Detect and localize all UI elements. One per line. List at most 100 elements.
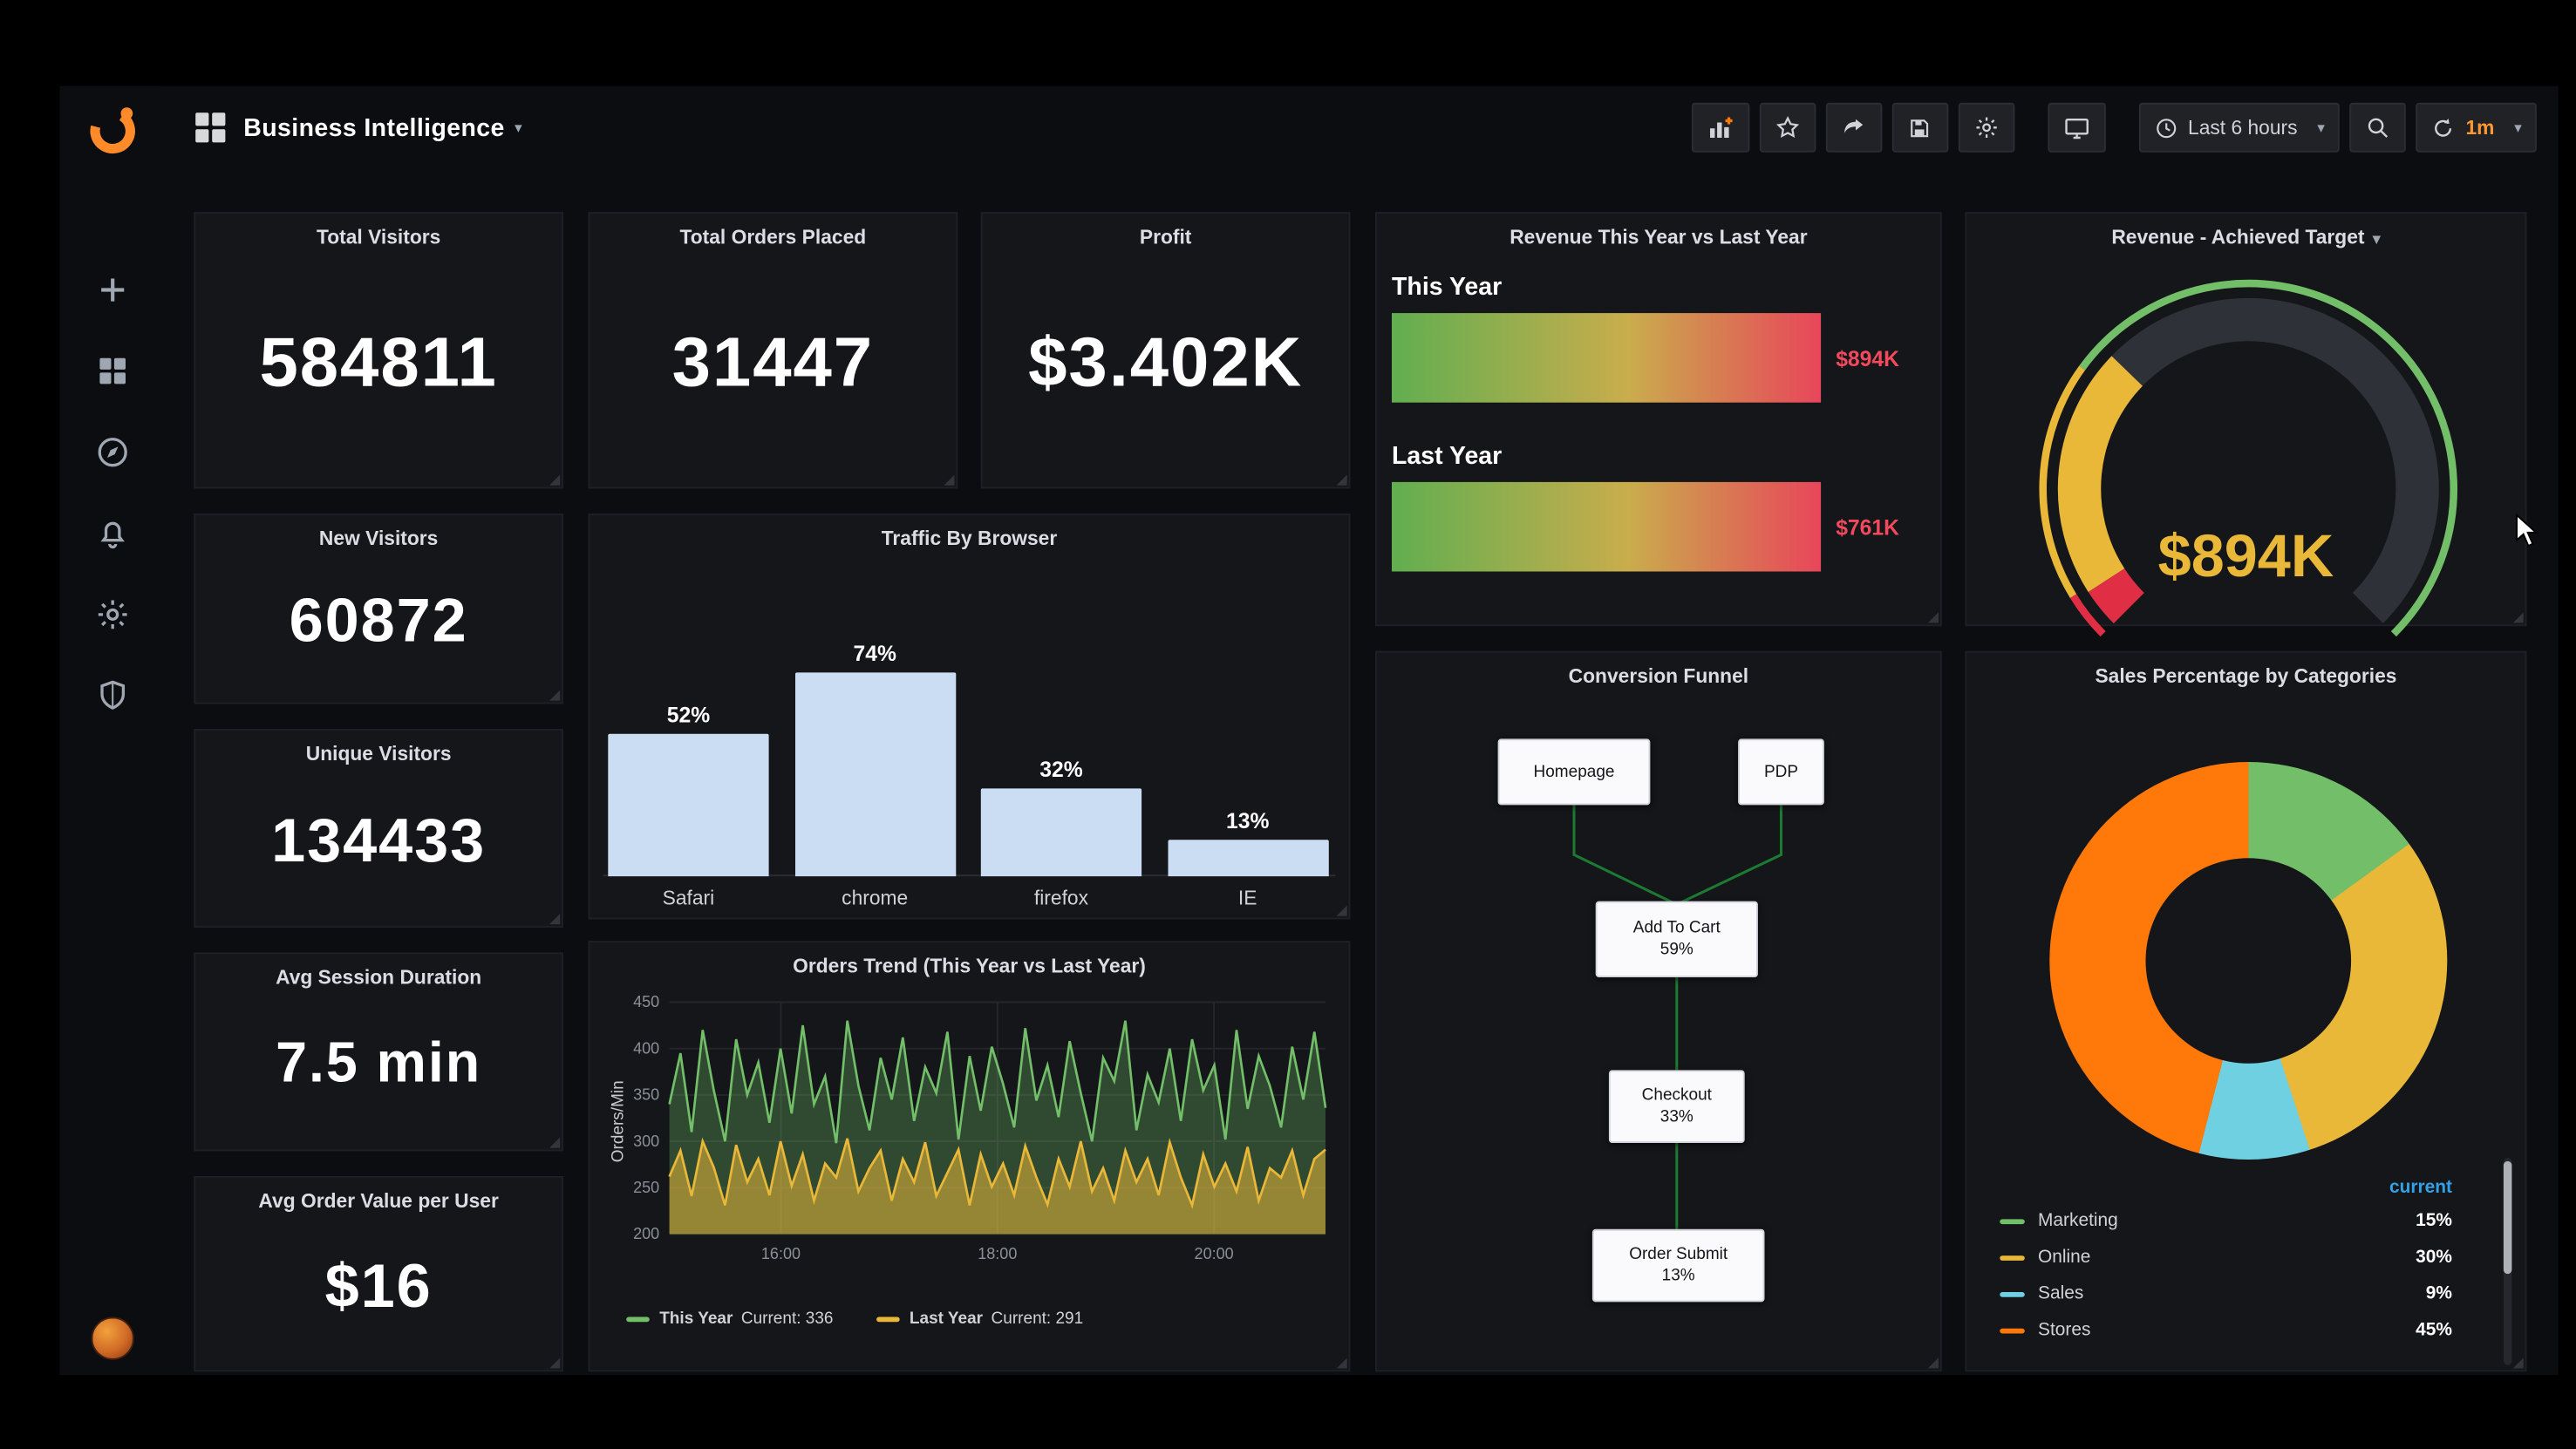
- stat-value: $16: [324, 1251, 433, 1320]
- configuration-gear-icon[interactable]: [92, 593, 134, 636]
- save-dashboard-button[interactable]: [1891, 102, 1948, 153]
- last-year-value: $761K: [1836, 514, 1899, 541]
- x-axis-line: [603, 874, 1336, 877]
- this-year-label: This Year: [1392, 273, 1503, 302]
- svg-text:450: 450: [633, 993, 659, 1010]
- panel-title[interactable]: Revenue - Achieved Target ▾: [2111, 225, 2381, 248]
- refresh-icon: [2435, 118, 2452, 136]
- panel-title[interactable]: Avg Session Duration: [276, 965, 482, 990]
- time-range-picker[interactable]: Last 6 hours ▾: [2138, 102, 2341, 153]
- user-avatar[interactable]: [91, 1316, 134, 1360]
- legend-item-this-year[interactable]: This Year Current: 336: [626, 1310, 833, 1329]
- legend-sort-header[interactable]: current: [2389, 1177, 2452, 1198]
- legend-swatch: [626, 1316, 650, 1323]
- server-admin-shield-icon[interactable]: [92, 674, 134, 717]
- legend-row-marketing[interactable]: Marketing 15%: [2000, 1202, 2452, 1239]
- panel-total-visitors: Total Visitors 584811: [194, 212, 564, 489]
- panel-title[interactable]: Sales Percentage by Categories: [2095, 663, 2397, 688]
- panel-menu-caret-icon[interactable]: ▾: [2372, 230, 2381, 248]
- grafana-logo[interactable]: [85, 96, 141, 159]
- bar-value-label: 13%: [1225, 808, 1270, 833]
- zoom-out-time-button[interactable]: [2349, 102, 2407, 153]
- funnel-node-homepage: Homepage: [1497, 738, 1651, 806]
- add-panel-button[interactable]: [1691, 102, 1749, 153]
- bar-ie: [1167, 840, 1328, 877]
- svg-text:16:00: 16:00: [761, 1245, 801, 1262]
- legend-row-stores[interactable]: Stores 45%: [2000, 1312, 2452, 1349]
- panel-title[interactable]: Traffic By Browser: [881, 527, 1058, 550]
- legend-row-online[interactable]: Online 30%: [2000, 1239, 2452, 1276]
- alerting-bell-icon[interactable]: [92, 512, 134, 554]
- legend-value: 9%: [2425, 1283, 2452, 1304]
- add-panel-chart-icon: [1709, 116, 1732, 138]
- legend-name[interactable]: Sales: [2038, 1283, 2084, 1304]
- create-plus-icon[interactable]: [92, 269, 134, 311]
- save-icon: [1911, 119, 1929, 137]
- chevron-down-icon: ▾: [2514, 118, 2522, 135]
- legend-name[interactable]: Marketing: [2038, 1210, 2118, 1231]
- dashboard-settings-button[interactable]: [1957, 102, 2014, 153]
- funnel-node-checkout: Checkout 33%: [1608, 1070, 1745, 1143]
- legend-value: 15%: [2416, 1210, 2452, 1231]
- bar-firefox: [980, 788, 1142, 877]
- panel-title[interactable]: Conversion Funnel: [1568, 663, 1749, 688]
- share-dashboard-button[interactable]: [1824, 102, 1882, 153]
- legend-item-last-year[interactable]: Last Year Current: 291: [876, 1310, 1083, 1329]
- monitor-icon: [2064, 117, 2089, 139]
- svg-text:250: 250: [633, 1179, 659, 1196]
- legend-rows: Marketing 15% Online 30% Sales 9% Stores 45%: [2000, 1202, 2452, 1348]
- funnel-connector-lines: [1572, 805, 1783, 1229]
- bar-category-label: Safari: [662, 886, 715, 910]
- panel-orders-trend: Orders Trend (This Year vs Last Year) 20…: [588, 941, 1351, 1372]
- stat-value: 584811: [259, 323, 498, 401]
- legend-scrollbar: [2503, 1158, 2512, 1365]
- panel-title[interactable]: Total Visitors: [316, 225, 441, 248]
- grafana-app: Business Intelligence ▾: [59, 85, 2559, 1375]
- legend-row-sales[interactable]: Sales 9%: [2000, 1276, 2452, 1312]
- stat-value: 7.5 min: [276, 1031, 482, 1095]
- svg-text:18:00: 18:00: [978, 1245, 1017, 1262]
- legend-name[interactable]: Stores: [2038, 1320, 2091, 1341]
- panel-total-orders: Total Orders Placed 31447: [588, 212, 958, 489]
- panel-title[interactable]: New Visitors: [318, 527, 439, 550]
- panel-title[interactable]: Total Orders Placed: [679, 225, 867, 248]
- refresh-button[interactable]: 1m ▾: [2416, 102, 2537, 153]
- panel-title[interactable]: Orders Trend (This Year vs Last Year): [793, 954, 1146, 977]
- sales-donut-chart: [2049, 762, 2448, 1160]
- star-dashboard-button[interactable]: [1758, 102, 1816, 153]
- bar-value-label: 32%: [1039, 757, 1083, 782]
- legend-swatch: [876, 1316, 900, 1323]
- panel-new-visitors: New Visitors 60872: [194, 514, 564, 704]
- bar-category-label: IE: [1237, 886, 1257, 910]
- dashboard-title-group[interactable]: Business Intelligence ▾: [195, 112, 522, 143]
- dashboard-squares-icon: [195, 112, 226, 143]
- last-year-label: Last Year: [1392, 442, 1503, 471]
- cycle-view-mode-button[interactable]: [2047, 102, 2106, 153]
- legend-swatch: [2000, 1291, 2025, 1296]
- trend-legend: This Year Current: 336 Last Year Current: …: [626, 1310, 1083, 1329]
- svg-text:400: 400: [633, 1039, 659, 1057]
- gear-icon: [1975, 117, 1996, 138]
- panel-title[interactable]: Unique Visitors: [305, 742, 452, 765]
- dashboards-icon[interactable]: [92, 350, 134, 392]
- bar-chrome: [794, 672, 956, 877]
- svg-text:Orders/Min: Orders/Min: [609, 1080, 627, 1162]
- panel-profit: Profit $3.402K: [980, 212, 1351, 489]
- svg-text:350: 350: [633, 1086, 659, 1104]
- legend-scrollbar-thumb[interactable]: [2503, 1160, 2512, 1275]
- legend-swatch: [2000, 1255, 2025, 1260]
- star-icon: [1775, 116, 1799, 138]
- grafana-flame-icon: [90, 107, 135, 154]
- stat-value: $3.402K: [1028, 323, 1304, 401]
- time-range-label: Last 6 hours: [2188, 116, 2298, 139]
- mouse-cursor: [2516, 514, 2539, 548]
- panel-title[interactable]: Revenue This Year vs Last Year: [1509, 225, 1808, 248]
- last-year-gradient-bar: [1392, 481, 1822, 572]
- dashboard-title[interactable]: Business Intelligence: [243, 113, 505, 142]
- panel-title[interactable]: Profit: [1139, 225, 1192, 248]
- explore-compass-icon[interactable]: [92, 431, 134, 473]
- legend-name[interactable]: Online: [2038, 1247, 2091, 1268]
- svg-text:300: 300: [633, 1133, 659, 1150]
- panel-title[interactable]: Avg Order Value per User: [258, 1189, 499, 1213]
- bar-category-label: chrome: [842, 886, 909, 910]
